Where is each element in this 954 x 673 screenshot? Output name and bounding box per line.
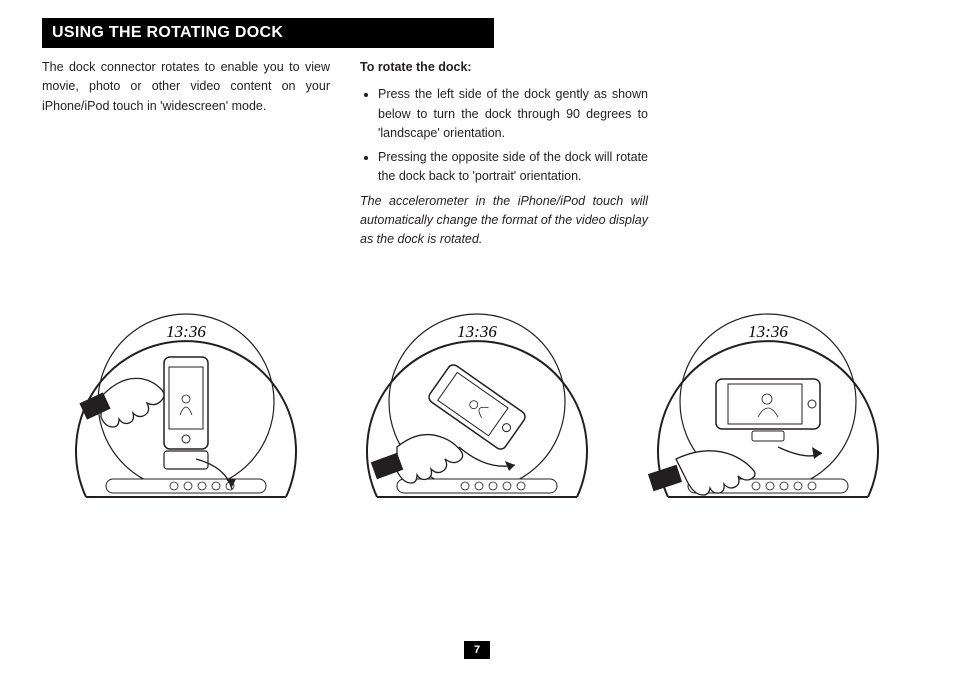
- text-columns: The dock connector rotates to enable you…: [42, 58, 912, 257]
- clock-display-2: 13:36: [457, 322, 497, 341]
- column-right: To rotate the dock: Press the left side …: [360, 58, 648, 257]
- instruction-item-1: Press the left side of the dock gently a…: [378, 85, 648, 143]
- instruction-list: Press the left side of the dock gently a…: [360, 85, 648, 186]
- figure-midrotate: 13:36: [337, 287, 617, 517]
- subheading: To rotate the dock:: [360, 58, 648, 77]
- section-heading: USING THE ROTATING DOCK: [42, 18, 494, 48]
- clock-display-3: 13:36: [748, 322, 788, 341]
- hand-icon: [371, 434, 463, 482]
- figure-portrait: 13:36: [46, 287, 326, 517]
- accelerometer-note: The accelerometer in the iPhone/iPod tou…: [360, 192, 648, 248]
- instruction-item-2: Pressing the opposite side of the dock w…: [378, 148, 648, 187]
- clock-display-1: 13:36: [166, 322, 206, 341]
- hand-icon: [79, 378, 164, 427]
- illustration-row: 13:36: [42, 287, 912, 517]
- manual-page: USING THE ROTATING DOCK The dock connect…: [0, 0, 954, 673]
- page-number-wrap: 7: [0, 641, 954, 659]
- figure-landscape: 13:36: [628, 287, 908, 517]
- column-left: The dock connector rotates to enable you…: [42, 58, 330, 257]
- intro-paragraph: The dock connector rotates to enable you…: [42, 58, 330, 116]
- page-number: 7: [464, 641, 490, 659]
